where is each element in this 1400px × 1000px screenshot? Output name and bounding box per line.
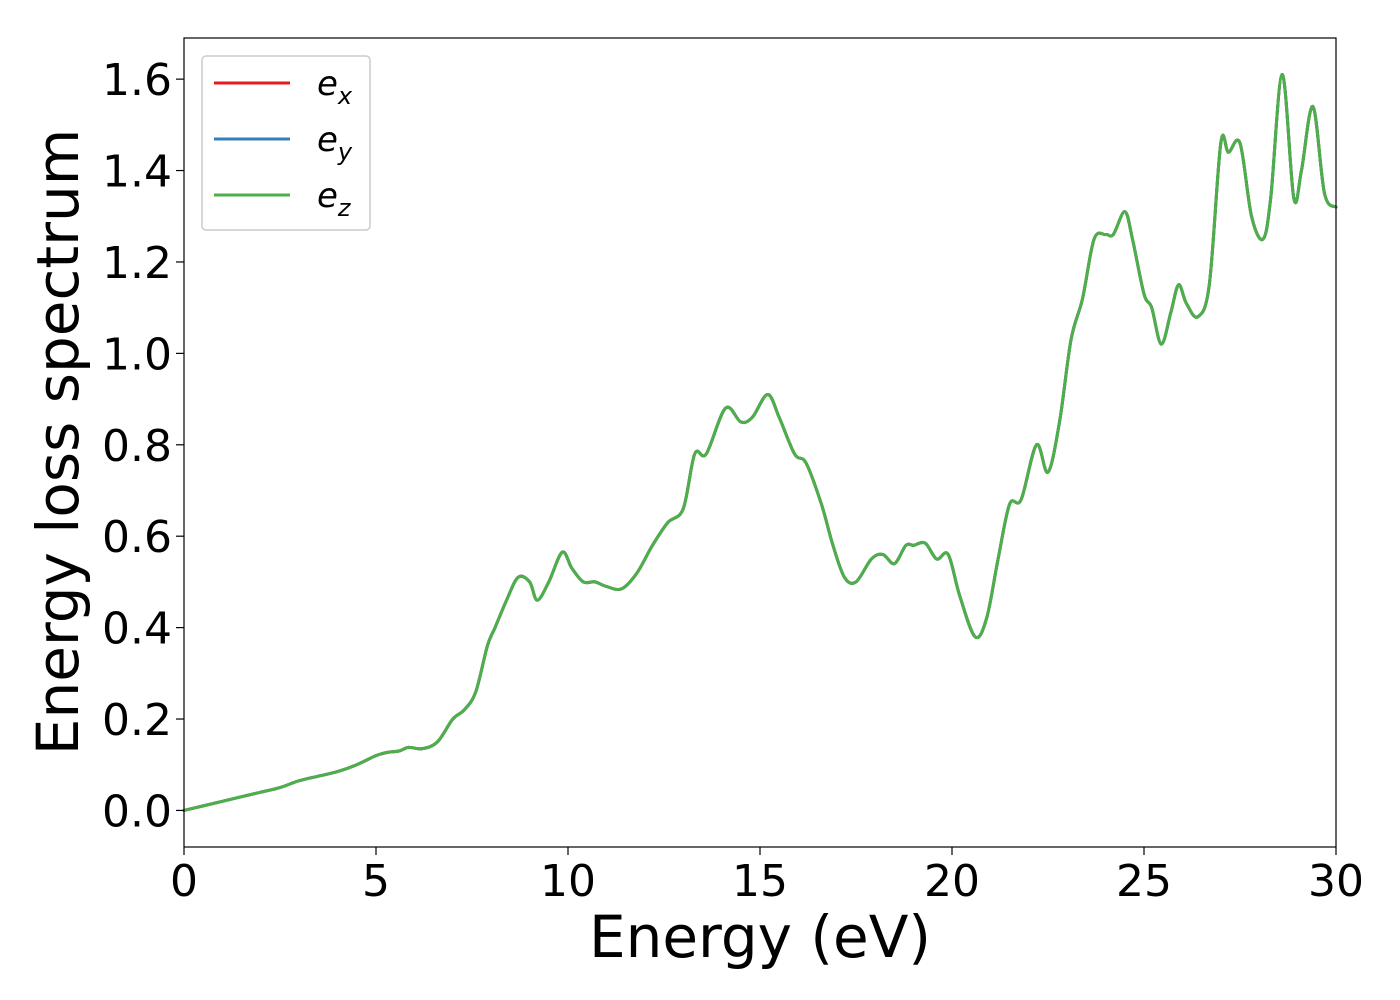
series-line-e-z [182,73,1338,812]
y-tick-label: 0.2 [102,695,172,746]
y-axis-ticks: 0.0 0.2 0.4 0.6 0.8 1.0 1.2 1.4 1.6 [102,55,184,837]
legend-label-y: ey [317,120,353,166]
y-tick-label: 1.2 [102,238,172,289]
y-tick-label: 0.0 [102,786,172,837]
y-axis-label: Energy loss spectrum [24,129,92,755]
y-tick-label: 1.0 [102,329,172,380]
series-layer [182,73,1338,812]
y-tick-label: 0.8 [102,421,172,472]
x-tick-label: 15 [732,856,788,907]
x-tick-label: 5 [362,856,390,907]
x-axis-ticks: 0 5 10 15 20 25 30 [170,847,1364,907]
x-tick-label: 0 [170,856,198,907]
x-tick-label: 30 [1308,856,1364,907]
x-axis-label: Energy (eV) [589,903,931,971]
legend: ex ey ez [201,55,371,231]
x-tick-label: 25 [1116,856,1172,907]
y-tick-label: 1.6 [102,55,172,106]
y-tick-label: 1.4 [102,147,172,198]
legend-label-z: ez [317,176,352,222]
x-tick-label: 20 [924,856,980,907]
x-tick-label: 10 [540,856,596,907]
y-tick-label: 0.6 [102,512,172,563]
legend-box [201,55,371,231]
y-tick-label: 0.4 [102,604,172,655]
legend-label-x: ex [317,64,353,110]
